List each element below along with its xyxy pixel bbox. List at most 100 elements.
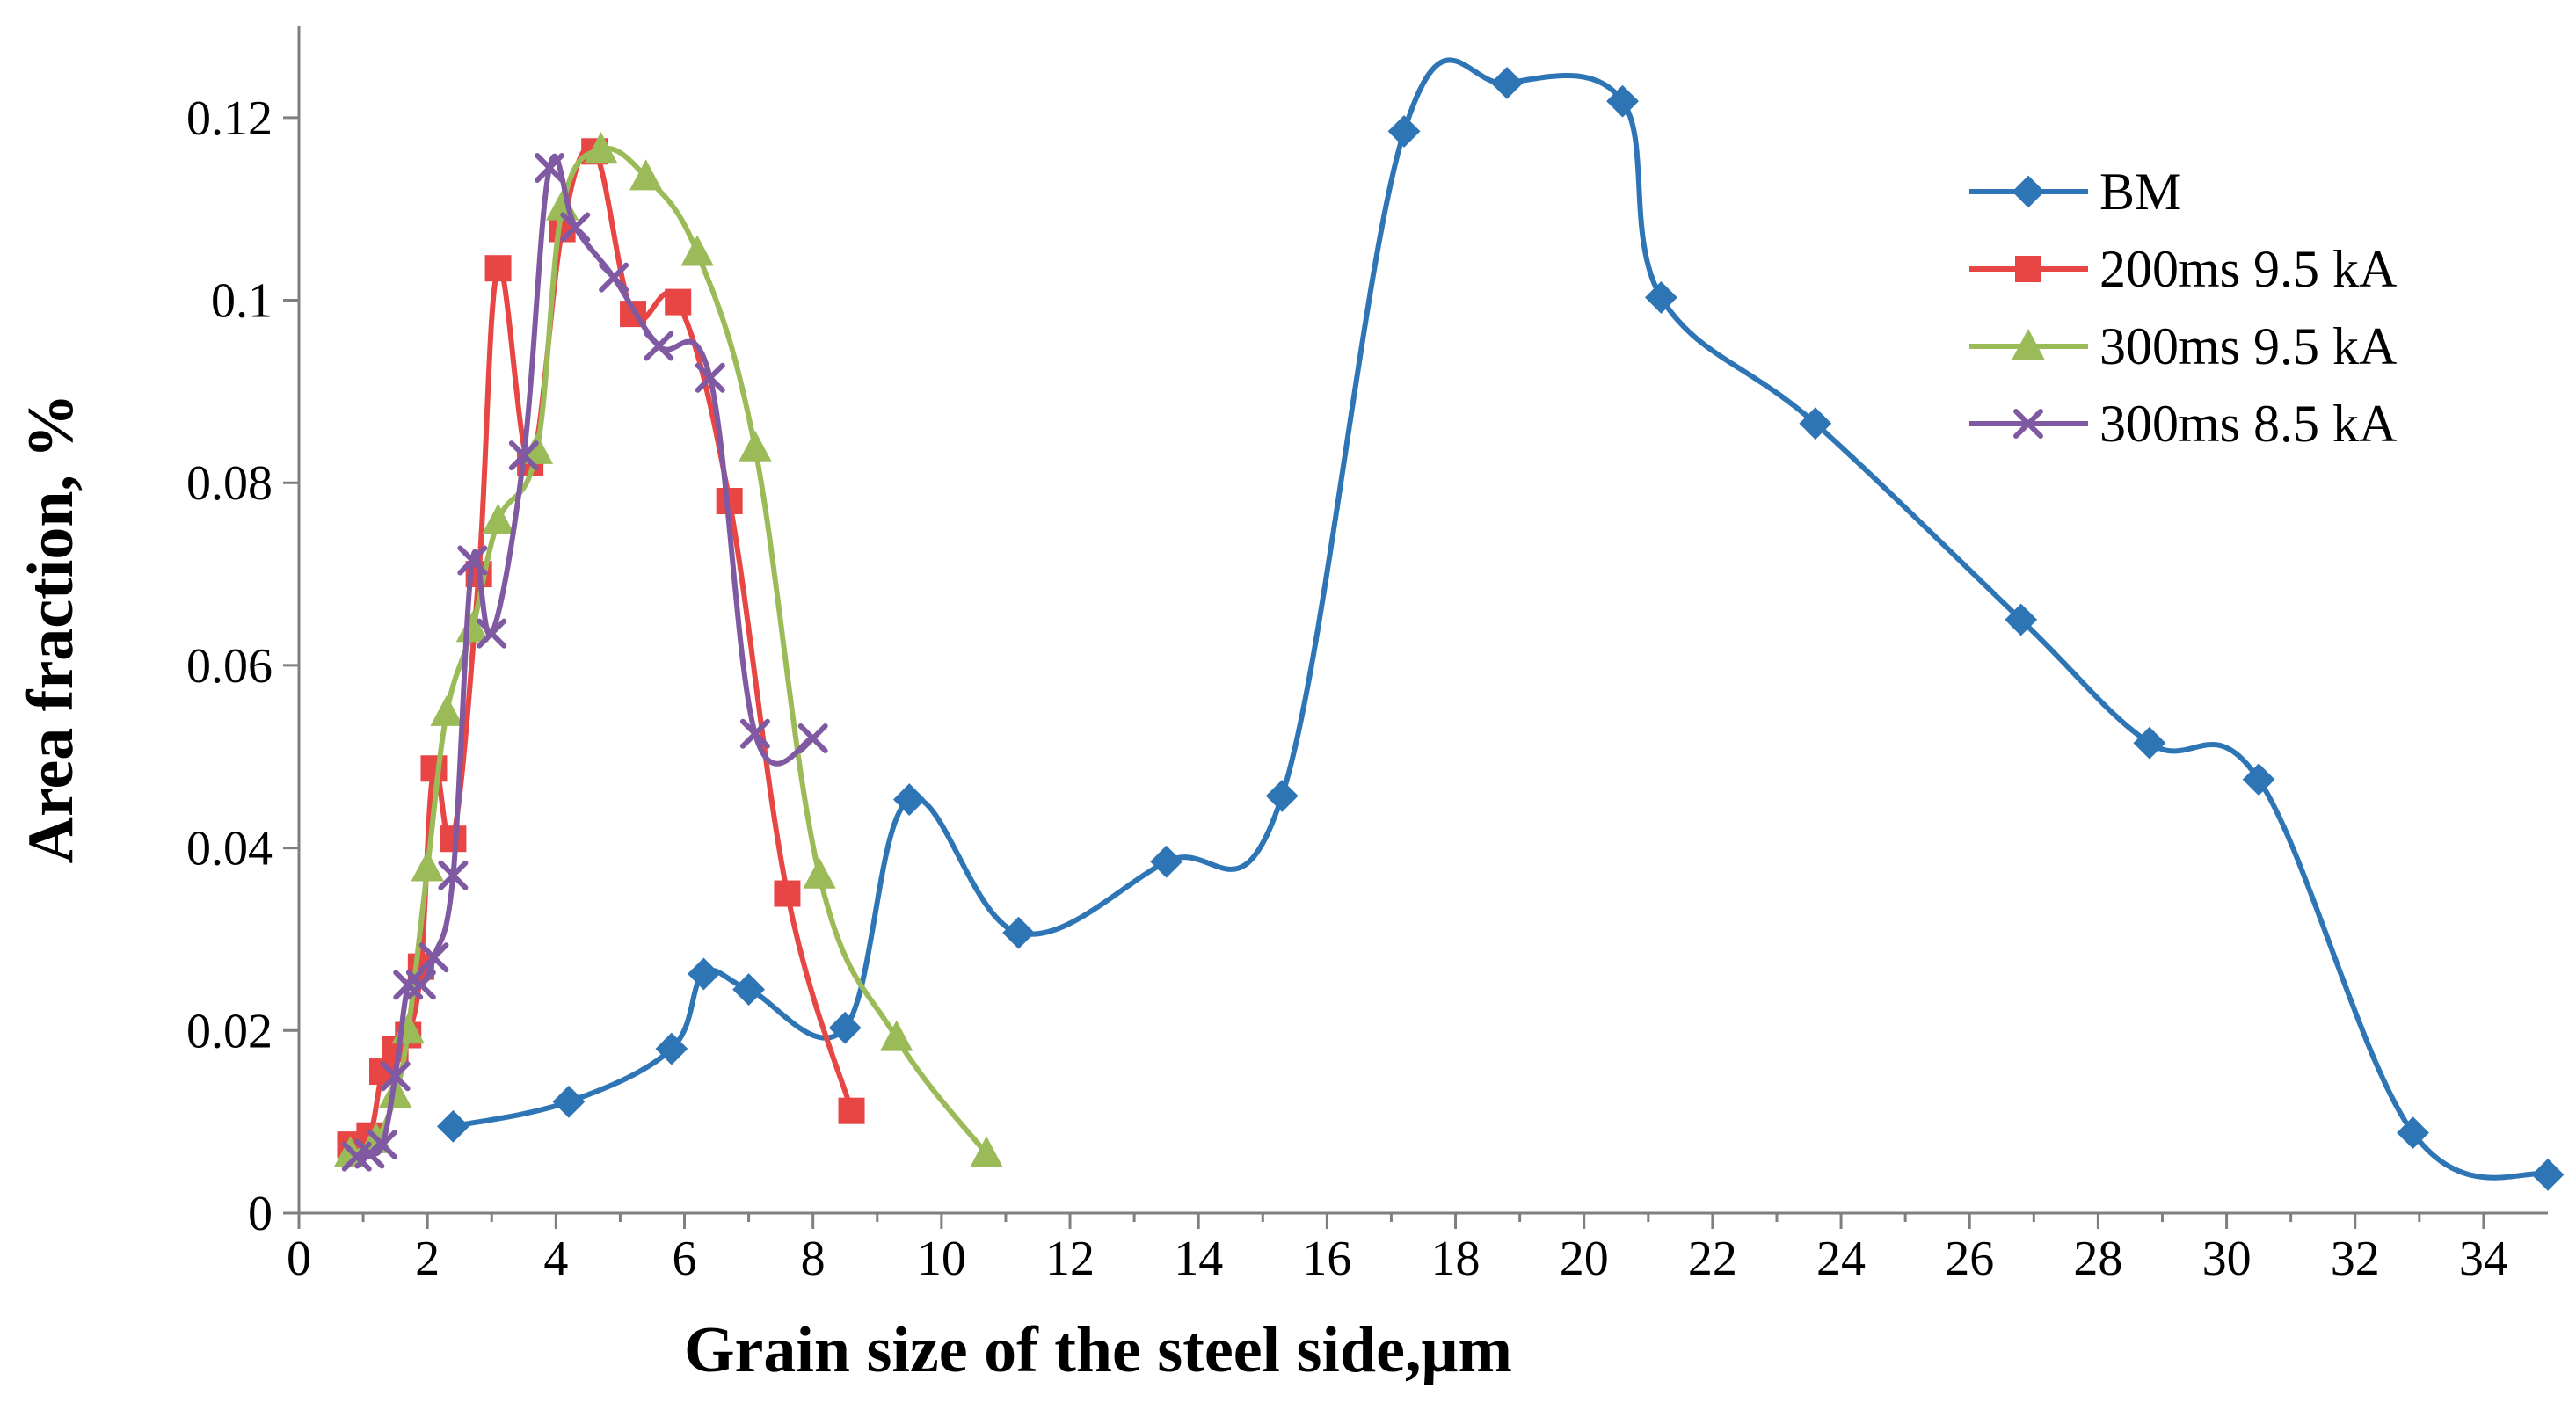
data-point-300ms-8-5-ka bbox=[380, 1061, 411, 1092]
data-point-300ms-8-5-ka bbox=[797, 723, 828, 753]
data-point-bm bbox=[1799, 407, 1832, 440]
data-point-bm bbox=[552, 1085, 586, 1118]
data-point-300ms-8-5-ka bbox=[418, 942, 449, 973]
data-point-300ms-8-5-ka bbox=[560, 212, 591, 243]
data-point-bm bbox=[688, 957, 720, 991]
data-point-300ms-8-5-ka bbox=[457, 545, 488, 576]
x-tick-label: 28 bbox=[2073, 1232, 2122, 1286]
data-point-bm bbox=[732, 973, 766, 1006]
data-point-bm bbox=[2397, 1116, 2429, 1150]
data-point-bm bbox=[1387, 115, 1421, 148]
x-marker-stroke bbox=[644, 331, 674, 361]
data-point-300ms-9-5-ka bbox=[629, 159, 663, 191]
data-point-bm bbox=[892, 783, 926, 816]
data-point-200ms-9-5-ka bbox=[665, 288, 692, 316]
data-point-bm bbox=[828, 1011, 862, 1044]
legend-label-300ms-9-5-ka: 300ms 9.5 kA bbox=[2099, 317, 2397, 375]
x-tick-label: 16 bbox=[1302, 1232, 1351, 1286]
x-tick-label: 30 bbox=[2202, 1232, 2252, 1286]
y-tick-label: 0.12 bbox=[186, 91, 273, 146]
data-point-300ms-8-5-ka bbox=[695, 362, 725, 393]
x-tick-label: 8 bbox=[801, 1232, 826, 1286]
legend-label-300ms-8-5-ka: 300ms 8.5 kA bbox=[2099, 395, 2397, 453]
legend-marker-300ms-9-5-ka bbox=[2012, 328, 2045, 360]
data-point-300ms-8-5-ka bbox=[644, 331, 674, 361]
x-tick-label: 32 bbox=[2331, 1232, 2380, 1286]
legend: BM 200ms 9.5 kA 300ms 9.5 kA 300ms 8.5 kA bbox=[1969, 163, 2397, 453]
x-marker-stroke bbox=[2013, 409, 2043, 439]
x-tick-label: 14 bbox=[1174, 1232, 1223, 1286]
data-point-300ms-9-5-ka bbox=[880, 1020, 913, 1051]
y-tick-label: 0.04 bbox=[186, 822, 273, 876]
series-layer bbox=[333, 57, 2565, 1191]
data-point-300ms-8-5-ka bbox=[405, 970, 436, 1000]
x-tick-label: 24 bbox=[1816, 1232, 1866, 1286]
data-point-bm bbox=[2242, 763, 2275, 796]
data-point-200ms-9-5-ka bbox=[774, 880, 801, 907]
x-marker-stroke bbox=[695, 362, 725, 393]
data-point-300ms-9-5-ka bbox=[430, 694, 463, 726]
x-tick-label: 18 bbox=[1431, 1232, 1481, 1286]
x-tick-label: 12 bbox=[1045, 1232, 1095, 1286]
x-tick-label: 2 bbox=[415, 1232, 440, 1286]
data-point-300ms-9-5-ka bbox=[411, 850, 444, 882]
data-point-300ms-9-5-ka bbox=[803, 857, 836, 889]
legend-item-300ms-8-5-ka: 300ms 8.5 kA bbox=[1969, 395, 2397, 453]
data-point-300ms-9-5-ka bbox=[970, 1136, 1003, 1167]
series-line-300ms-9-5-ka bbox=[347, 145, 989, 1157]
data-point-bm bbox=[2531, 1158, 2565, 1191]
x-marker-stroke bbox=[367, 1130, 398, 1160]
data-point-300ms-8-5-ka bbox=[438, 860, 469, 890]
data-point-bm bbox=[436, 1109, 469, 1143]
data-point-bm bbox=[1002, 916, 1035, 949]
series-bm bbox=[436, 57, 2565, 1191]
data-point-200ms-9-5-ka bbox=[838, 1097, 865, 1124]
data-point-bm bbox=[1490, 66, 1524, 99]
data-point-300ms-8-5-ka bbox=[477, 618, 507, 649]
x-tick-label: 26 bbox=[1945, 1232, 1994, 1286]
x-tick-label: 20 bbox=[1560, 1232, 1609, 1286]
data-point-300ms-8-5-ka bbox=[508, 440, 539, 471]
x-marker-stroke bbox=[438, 860, 469, 890]
data-point-300ms-8-5-ka bbox=[535, 152, 565, 183]
y-tick-label: 0.1 bbox=[211, 274, 273, 329]
x-tick-label: 4 bbox=[543, 1232, 568, 1286]
x-marker-stroke bbox=[739, 718, 770, 749]
x-tick-label: 34 bbox=[2459, 1232, 2508, 1286]
x-marker-stroke bbox=[560, 212, 591, 243]
x-tick-label: 6 bbox=[673, 1232, 697, 1286]
y-tick-label: 0.08 bbox=[186, 456, 273, 511]
data-point-300ms-9-5-ka bbox=[680, 235, 714, 266]
legend-marker-200ms-9-5-ka bbox=[2015, 256, 2041, 282]
series-line-300ms-8-5-ka bbox=[353, 154, 816, 1159]
legend-label-200ms-9-5-ka: 200ms 9.5 kA bbox=[2099, 240, 2397, 298]
data-point-200ms-9-5-ka bbox=[420, 755, 448, 782]
data-point-bm bbox=[1265, 780, 1299, 812]
x-tick-label: 0 bbox=[287, 1232, 311, 1286]
data-point-bm bbox=[2005, 603, 2038, 636]
data-point-300ms-8-5-ka bbox=[739, 718, 770, 749]
data-point-bm bbox=[655, 1032, 688, 1065]
x-marker-stroke bbox=[535, 152, 565, 183]
x-marker-stroke bbox=[405, 970, 436, 1000]
y-tick-label: 0 bbox=[248, 1187, 273, 1241]
legend-item-300ms-9-5-ka: 300ms 9.5 kA bbox=[1969, 317, 2397, 375]
y-tick-label: 0.06 bbox=[186, 639, 273, 694]
x-marker-stroke bbox=[418, 942, 449, 973]
data-point-300ms-8-5-ka bbox=[367, 1130, 398, 1160]
x-marker-stroke bbox=[380, 1061, 411, 1092]
series-300ms-9-5-ka bbox=[333, 132, 1003, 1167]
x-marker-stroke bbox=[797, 723, 828, 753]
x-marker-stroke bbox=[457, 545, 488, 576]
x-marker-stroke bbox=[599, 262, 629, 293]
data-point-bm bbox=[1645, 281, 1677, 314]
legend-item-bm: BM bbox=[1969, 163, 2181, 221]
y-axis-title: Area fraction, % bbox=[15, 394, 87, 864]
x-tick-label: 22 bbox=[1688, 1232, 1737, 1286]
x-marker-stroke bbox=[477, 618, 507, 649]
data-point-bm bbox=[2133, 726, 2166, 760]
data-point-300ms-8-5-ka bbox=[599, 262, 629, 293]
x-marker-stroke bbox=[508, 440, 539, 471]
